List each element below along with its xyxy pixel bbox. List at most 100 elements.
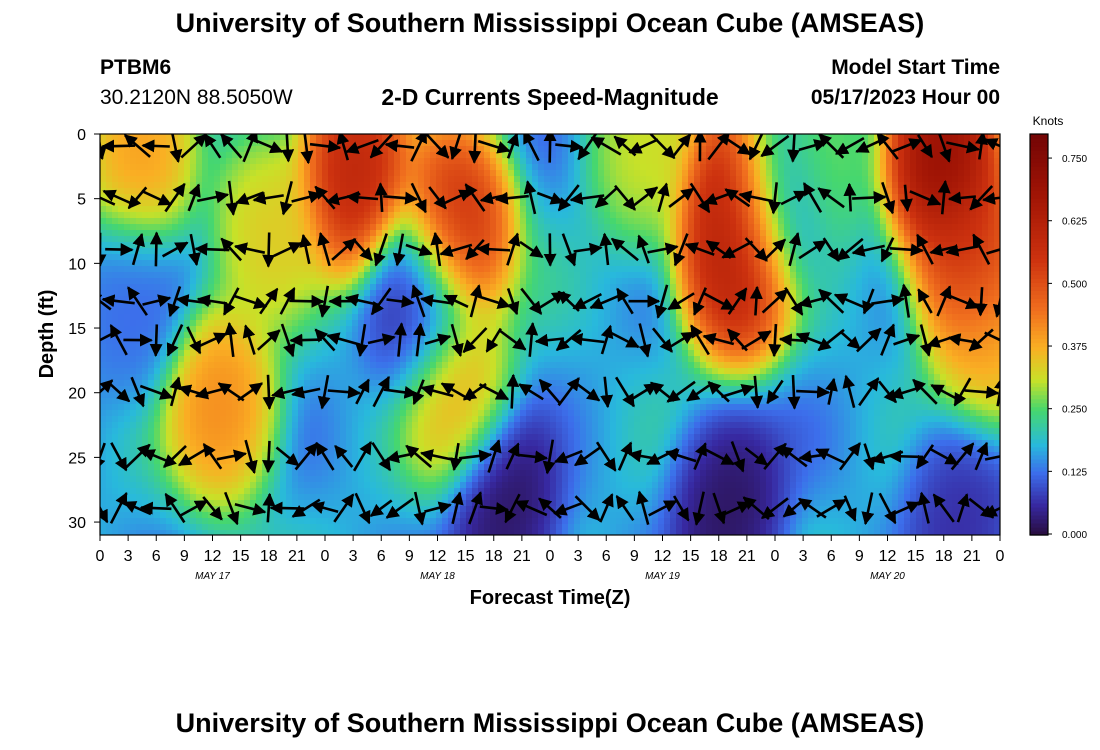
heatmap-cell xyxy=(298,272,305,279)
heatmap-cell xyxy=(160,164,167,171)
heatmap-cell xyxy=(334,224,341,231)
heatmap-cell xyxy=(112,248,119,255)
heatmap-cell xyxy=(250,398,257,405)
heatmap-cell xyxy=(268,212,275,219)
heatmap-cell xyxy=(436,362,443,369)
heatmap-cell xyxy=(388,272,395,279)
heatmap-cell xyxy=(340,296,347,303)
heatmap-cell xyxy=(544,302,551,309)
heatmap-cell xyxy=(100,374,107,381)
heatmap-cell xyxy=(250,254,257,261)
heatmap-cell xyxy=(298,158,305,165)
heatmap-cell xyxy=(340,518,347,525)
heatmap-cell xyxy=(430,500,437,507)
heatmap-cell xyxy=(268,248,275,255)
heatmap-cell xyxy=(430,200,437,207)
heatmap-cell xyxy=(148,392,155,399)
heatmap-cell xyxy=(406,506,413,513)
heatmap-cell xyxy=(256,410,263,417)
heatmap-cell xyxy=(472,254,479,261)
heatmap-cell xyxy=(292,464,299,471)
heatmap-cell xyxy=(460,506,467,513)
heatmap-cell xyxy=(460,236,467,243)
heatmap-cell xyxy=(424,392,431,399)
heatmap-cell xyxy=(532,482,539,489)
heatmap-cell xyxy=(394,170,401,177)
heatmap-cell xyxy=(304,182,311,189)
heatmap-cell xyxy=(256,278,263,285)
heatmap-cell xyxy=(214,380,221,387)
heatmap-cell xyxy=(208,284,215,291)
heatmap-cell xyxy=(178,236,185,243)
heatmap-cell xyxy=(454,470,461,477)
heatmap-cell xyxy=(484,278,491,285)
heatmap-cell xyxy=(478,218,485,225)
heatmap-cell xyxy=(160,380,167,387)
heatmap-cell xyxy=(508,488,515,495)
heatmap-cell xyxy=(418,164,425,171)
heatmap-cell xyxy=(352,224,359,231)
heatmap-cell xyxy=(532,158,539,165)
heatmap-cell xyxy=(148,188,155,195)
heatmap-cell xyxy=(220,356,227,363)
heatmap-cell xyxy=(178,332,185,339)
heatmap-cell xyxy=(526,482,533,489)
heatmap-cell xyxy=(178,194,185,201)
heatmap-cell xyxy=(190,500,197,507)
heatmap-cell xyxy=(100,236,107,243)
heatmap-cell xyxy=(256,392,263,399)
heatmap-cell xyxy=(364,212,371,219)
heatmap-cell xyxy=(310,488,317,495)
heatmap-cell xyxy=(226,404,233,411)
heatmap-cell xyxy=(502,464,509,471)
heatmap-cell xyxy=(148,368,155,375)
heatmap-cell xyxy=(190,200,197,207)
heatmap-cell xyxy=(484,272,491,279)
heatmap-cell xyxy=(160,374,167,381)
heatmap-cell xyxy=(520,164,527,171)
heatmap-cell xyxy=(214,200,221,207)
heatmap-cell xyxy=(460,398,467,405)
heatmap-cell xyxy=(520,224,527,231)
heatmap-cell xyxy=(298,224,305,231)
heatmap-cell xyxy=(484,242,491,249)
heatmap-cell xyxy=(304,290,311,297)
heatmap-cell xyxy=(544,236,551,243)
heatmap-cell xyxy=(178,314,185,321)
heatmap-cell xyxy=(112,284,119,291)
heatmap-cell xyxy=(262,326,269,333)
heatmap-cell xyxy=(274,242,281,249)
heatmap-cell xyxy=(334,440,341,447)
heatmap-cell xyxy=(316,368,323,375)
heatmap-cell xyxy=(418,398,425,405)
heatmap-cell xyxy=(520,470,527,477)
heatmap-cell xyxy=(130,164,137,171)
heatmap-cell xyxy=(154,272,161,279)
heatmap-cell xyxy=(310,272,317,279)
heatmap-cell xyxy=(310,308,317,315)
heatmap-cell xyxy=(388,176,395,183)
heatmap-cell xyxy=(358,278,365,285)
heatmap-cell xyxy=(370,314,377,321)
heatmap-cell xyxy=(418,446,425,453)
heatmap-cell xyxy=(148,260,155,267)
heatmap-cell xyxy=(238,404,245,411)
heatmap-cell xyxy=(262,182,269,189)
heatmap-cell xyxy=(472,332,479,339)
heatmap-cell xyxy=(274,452,281,459)
heatmap-cell xyxy=(394,236,401,243)
heatmap-cell xyxy=(136,350,143,357)
heatmap-cell xyxy=(160,338,167,345)
heatmap-cell xyxy=(454,254,461,261)
heatmap-cell xyxy=(160,182,167,189)
heatmap-cell xyxy=(394,530,401,535)
heatmap-cell xyxy=(142,242,149,249)
heatmap-cell xyxy=(244,362,251,369)
heatmap-cell xyxy=(178,500,185,507)
heatmap-cell xyxy=(370,272,377,279)
heatmap-cell xyxy=(532,200,539,207)
heatmap-cell xyxy=(322,512,329,519)
heatmap-cell xyxy=(190,284,197,291)
heatmap-cell xyxy=(232,260,239,267)
heatmap-cell xyxy=(400,500,407,507)
